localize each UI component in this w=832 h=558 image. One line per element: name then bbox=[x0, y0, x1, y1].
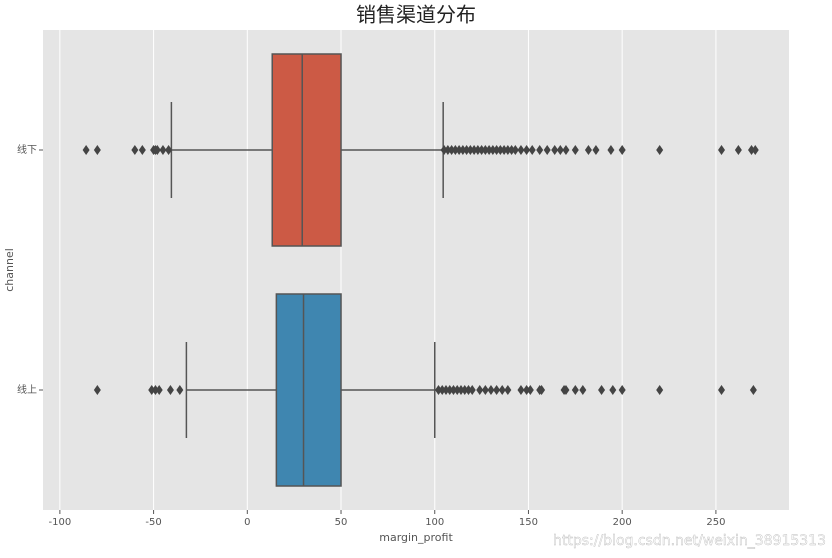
flier bbox=[517, 145, 525, 155]
flier bbox=[131, 145, 139, 155]
box bbox=[275, 293, 342, 487]
flier bbox=[453, 385, 461, 395]
flier bbox=[451, 145, 459, 155]
flier bbox=[481, 385, 489, 395]
flier bbox=[138, 145, 146, 155]
flier bbox=[464, 385, 472, 395]
flier bbox=[543, 145, 551, 155]
flier bbox=[442, 385, 450, 395]
flier bbox=[718, 385, 726, 395]
flier bbox=[476, 385, 484, 395]
flier bbox=[562, 385, 570, 395]
flier bbox=[508, 145, 516, 155]
chart-title: 销售渠道分布 bbox=[356, 3, 476, 27]
flier bbox=[579, 385, 587, 395]
flier bbox=[517, 385, 525, 395]
flier bbox=[434, 385, 442, 395]
flier bbox=[93, 385, 101, 395]
flier bbox=[656, 385, 664, 395]
flier bbox=[493, 145, 501, 155]
flier bbox=[166, 385, 174, 395]
flier bbox=[474, 145, 482, 155]
flier bbox=[468, 385, 476, 395]
flier bbox=[500, 145, 508, 155]
x-tick-label: 250 bbox=[706, 517, 725, 528]
flier bbox=[523, 385, 531, 395]
flier bbox=[493, 385, 501, 395]
flier bbox=[538, 385, 546, 395]
x-tick-label: 100 bbox=[425, 517, 444, 528]
flier bbox=[618, 385, 626, 395]
x-axis-label: margin_profit bbox=[379, 531, 453, 544]
x-tick-label: -100 bbox=[49, 517, 72, 528]
y-tick-label: 线下 bbox=[17, 143, 37, 156]
flier bbox=[718, 145, 726, 155]
flier bbox=[148, 385, 156, 395]
flier bbox=[609, 385, 617, 395]
flier bbox=[446, 385, 454, 395]
flier bbox=[734, 145, 742, 155]
flier bbox=[592, 145, 600, 155]
flier bbox=[487, 385, 495, 395]
flier bbox=[749, 385, 757, 395]
flier bbox=[449, 385, 457, 395]
flier bbox=[478, 145, 486, 155]
flier bbox=[489, 145, 497, 155]
x-tick-label: 150 bbox=[519, 517, 538, 528]
flier bbox=[470, 145, 478, 155]
flier bbox=[511, 145, 519, 155]
flier bbox=[165, 145, 173, 155]
flier bbox=[504, 385, 512, 395]
x-tick-label: 0 bbox=[244, 517, 250, 528]
flier bbox=[82, 145, 90, 155]
flier bbox=[504, 145, 512, 155]
flier bbox=[455, 145, 463, 155]
flier bbox=[151, 385, 159, 395]
flier bbox=[562, 145, 570, 155]
flier bbox=[598, 385, 606, 395]
flier bbox=[751, 145, 759, 155]
x-tick-label: -50 bbox=[145, 517, 161, 528]
flier bbox=[528, 145, 536, 155]
flier bbox=[536, 145, 544, 155]
flier bbox=[485, 145, 493, 155]
flier bbox=[571, 145, 579, 155]
flier bbox=[481, 145, 489, 155]
flier bbox=[496, 145, 504, 155]
flier bbox=[440, 145, 448, 155]
flier bbox=[459, 145, 467, 155]
flier bbox=[153, 145, 161, 155]
y-tick-label: 线上 bbox=[17, 383, 37, 396]
flier bbox=[498, 385, 506, 395]
flier bbox=[607, 145, 615, 155]
flier bbox=[584, 145, 592, 155]
flier bbox=[656, 145, 664, 155]
flier bbox=[93, 145, 101, 155]
flier bbox=[523, 145, 531, 155]
flier bbox=[176, 385, 184, 395]
box bbox=[271, 53, 342, 247]
flier bbox=[748, 145, 756, 155]
flier bbox=[444, 145, 452, 155]
flier bbox=[463, 145, 471, 155]
flier bbox=[618, 145, 626, 155]
flier bbox=[551, 145, 559, 155]
flier bbox=[526, 385, 534, 395]
flier bbox=[457, 385, 465, 395]
flier bbox=[466, 145, 474, 155]
y-axis-label: channel bbox=[3, 248, 16, 292]
watermark: https://blog.csdn.net/weixin_38915313 bbox=[553, 533, 826, 549]
x-tick-label: 200 bbox=[613, 517, 632, 528]
flier bbox=[155, 385, 163, 395]
flier bbox=[448, 145, 456, 155]
flier bbox=[461, 385, 469, 395]
plot-background bbox=[43, 30, 789, 510]
flier bbox=[159, 145, 167, 155]
flier bbox=[438, 385, 446, 395]
x-tick-label: 50 bbox=[335, 517, 348, 528]
flier bbox=[571, 385, 579, 395]
flier bbox=[556, 145, 564, 155]
